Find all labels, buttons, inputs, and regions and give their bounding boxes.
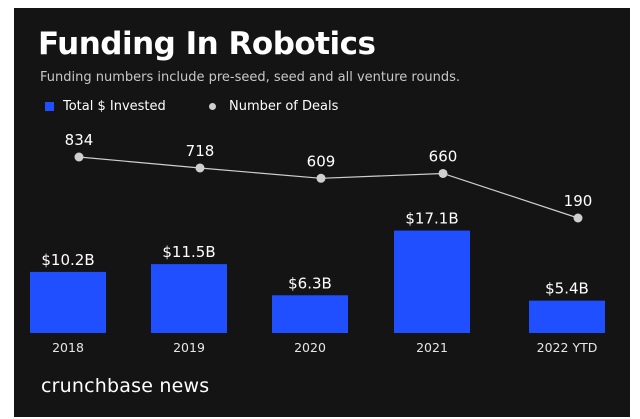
brand-logo-text: crunchbase news: [41, 375, 210, 397]
bar-value-label: $11.5B: [162, 243, 215, 261]
deals-point: [74, 152, 84, 162]
bar-2019: [151, 264, 227, 333]
deals-value-label: 609: [307, 152, 336, 170]
chart-title: Funding In Robotics: [38, 26, 376, 62]
legend-line-label: Number of Deals: [229, 99, 339, 114]
bar-2021: [394, 230, 470, 333]
bar-2022-ytd: [529, 300, 605, 333]
x-tick-label: 2018: [52, 340, 84, 355]
deals-point: [438, 168, 448, 178]
x-tick-label: 2022 YTD: [537, 340, 598, 355]
legend-item-number-of-deals: Number of Deals: [209, 99, 338, 114]
deals-point: [573, 213, 583, 223]
bar-value-label: $10.2B: [41, 251, 94, 269]
legend-bar-swatch: [45, 102, 54, 111]
legend-bar-label: Total $ Invested: [63, 99, 166, 114]
deals-point: [195, 163, 205, 173]
x-tick-label: 2021: [416, 340, 448, 355]
bar-value-label: $17.1B: [405, 210, 458, 228]
bar-2020: [272, 295, 348, 333]
deals-value-label: 190: [564, 192, 593, 210]
deals-value-label: 660: [429, 147, 458, 165]
bar-value-label: $5.4B: [545, 280, 589, 298]
deals-value-label: 834: [65, 131, 94, 149]
deals-value-label: 718: [186, 142, 215, 160]
chart-panel: Funding In Robotics Funding numbers incl…: [14, 8, 630, 417]
deals-point: [316, 173, 326, 183]
legend-line-swatch: [209, 103, 216, 110]
x-tick-label: 2019: [173, 340, 205, 355]
plot-area: $10.2B $11.5B $6.3B $17.1B $5.4B 834 718 609 660…: [30, 131, 605, 355]
chart-subtitle: Funding numbers include pre-seed, seed a…: [40, 70, 461, 85]
bar-value-label: $6.3B: [288, 274, 332, 292]
legend-item-total-invested: Total $ Invested: [45, 99, 166, 114]
x-tick-label: 2020: [294, 340, 326, 355]
bar-2018: [30, 271, 106, 333]
